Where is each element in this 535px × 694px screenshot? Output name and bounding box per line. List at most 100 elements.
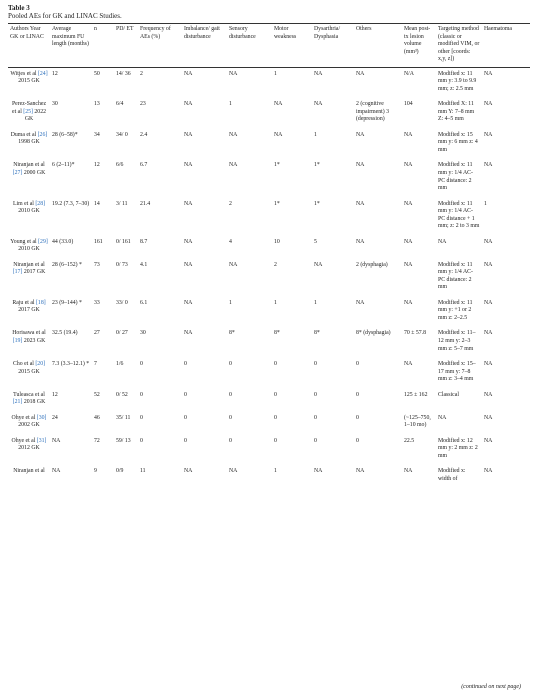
table-cell: 7.3 (3.3–12.1) *	[52, 361, 90, 368]
table-row: Horisawa et al [19] 2023 GK 32.5 (19.4) 2…	[8, 327, 530, 358]
table-cell: 0	[140, 361, 143, 368]
table-cell: 1	[274, 70, 277, 77]
table-row: Lim et al [28] 2010 GK 19.2 (7.3, 7–30) 1…	[8, 198, 530, 236]
table-cell: 2.4	[140, 131, 148, 138]
column-header: Targeting method (classic or modified VI…	[436, 23, 482, 68]
author-author: Raju et al	[12, 299, 35, 306]
table-cell: Modified x: 15 mm y: 6 mm z: 4 mm	[438, 131, 478, 153]
table-body: Witjes et al [24] 2015 GK 12 50 14/ 36 2 NA N…	[8, 67, 530, 488]
reference-link: [27]	[12, 169, 23, 176]
reference-link: [18]	[36, 299, 46, 306]
table-cell: 34/ 0	[116, 131, 128, 138]
table-cell: 0	[314, 414, 317, 421]
table-cell: 6/4	[116, 101, 124, 108]
column-header: PD/ ET	[114, 23, 138, 68]
table-cell: 1	[484, 200, 487, 207]
table-cell: NA	[184, 162, 193, 169]
table-cell: 0	[274, 361, 277, 368]
table-cell: 0	[184, 414, 187, 421]
table-cell: 59/ 13	[116, 437, 131, 444]
table-cell: Modified x: 12 mm y: 2 mm z: 2 mm	[438, 437, 478, 459]
continued-note: (continued on next page)	[461, 684, 521, 690]
table-cell: NA	[274, 131, 283, 138]
table-cell: 19.2 (7.3, 7–30)	[52, 200, 90, 207]
table-cell: 0	[184, 391, 187, 398]
table-cell: NA	[229, 162, 238, 169]
table-cell: 7	[94, 361, 97, 368]
table-cell: 33/ 0	[116, 299, 128, 306]
table-cell: NA	[404, 299, 413, 306]
table-cell: NA	[184, 131, 193, 138]
table-cell: 2 (cognitive impairment) 3 (depression)	[356, 101, 390, 123]
table-cell: Classical	[438, 391, 459, 398]
table-cell: 6 (2–11)*	[52, 162, 75, 169]
table-cell: NA	[484, 391, 493, 398]
table-cell: 28 (6–58)*	[52, 131, 78, 138]
table-cell: 12	[52, 391, 58, 398]
reference-link: [30]	[36, 414, 47, 421]
table-cell: NA	[184, 101, 193, 108]
column-header: Authors Year GK or LINAC	[8, 23, 50, 68]
table-cell: 1	[229, 101, 232, 108]
author-year: 2000	[23, 169, 36, 176]
table-cell: 104	[404, 101, 413, 108]
table-cell: 3/ 11	[116, 200, 128, 207]
table-cell: 0	[229, 437, 232, 444]
column-header: Others	[354, 23, 402, 68]
table-cell: 1*	[314, 162, 320, 169]
author-year: 2015	[18, 78, 30, 85]
author-cell: Duma et al [26] 1998 GK	[8, 129, 50, 160]
column-header: n	[92, 23, 114, 68]
reference-link: [17]	[12, 269, 23, 276]
author-method: GK	[36, 169, 46, 176]
table-cell: 50	[94, 70, 100, 77]
table-row: Witjes et al [24] 2015 GK 12 50 14/ 36 2 NA N…	[8, 67, 530, 98]
author-author: Cho et al	[12, 361, 34, 368]
table-cell: 33	[94, 299, 100, 306]
table-cell: 9	[94, 468, 97, 475]
table-cell: Modified X: 11 mm Y: 7–8 mm Z: 4–5 mm	[438, 101, 475, 123]
table-cell: 2	[274, 261, 277, 268]
table-cell: NA	[438, 238, 447, 245]
table-cell: 6.1	[140, 299, 148, 306]
table-cell: NA	[438, 414, 447, 421]
table-cell: 0	[229, 391, 232, 398]
table-cell: NA	[184, 238, 193, 245]
table-cell: 32.5 (19.4)	[52, 330, 78, 337]
author-year: 2010	[18, 208, 30, 215]
table-cell: 1	[314, 299, 317, 306]
table-row: Cho et al [20] 2015 GK 7.3 (3.3–12.1) * 7…	[8, 358, 530, 389]
table-cell: 0	[184, 361, 187, 368]
table-cell: 0	[229, 414, 232, 421]
author-author: Duma et al	[10, 131, 37, 138]
table-cell: 6/6	[116, 162, 124, 169]
table-cell: 0/ 73	[116, 261, 128, 268]
header-row: Authors Year GK or LINAC Average maximum …	[8, 23, 530, 68]
table-cell: 0	[356, 391, 359, 398]
table-cell: NA	[404, 238, 413, 245]
author-year: 2010	[18, 246, 30, 253]
table-cell: 30	[140, 330, 146, 337]
author-cell: Ohye et al [30] 2002 GK	[8, 412, 50, 435]
author-author: Niranjan et al	[13, 261, 45, 268]
table-cell: 0	[314, 437, 317, 444]
table-cell: NA	[356, 238, 365, 245]
reference-link: [25]	[23, 108, 33, 115]
table-cell: 1*	[274, 162, 280, 169]
author-cell: Witjes et al [24] 2015 GK	[8, 67, 50, 98]
column-header: Dysarthria/ Dysphasia	[312, 23, 354, 68]
author-author: Ohye et al	[11, 414, 36, 421]
table-cell: NA	[314, 468, 323, 475]
table-cell: 0	[314, 391, 317, 398]
table-cell: 6.7	[140, 162, 148, 169]
author-method: GK	[31, 368, 40, 375]
author-year: 2023	[23, 338, 36, 344]
table-cell: NA	[404, 361, 413, 368]
author-year: 2017	[18, 307, 30, 314]
table-cell: 28 (6–152) *	[52, 261, 82, 268]
table-cell: 30	[52, 101, 58, 108]
table-cell: NA	[184, 299, 193, 306]
table-cell: 0	[356, 414, 359, 421]
table-cell: NA	[274, 101, 283, 108]
table-cell: Modified x: 11 mm y: 1/4 AC-PC distance:…	[438, 162, 473, 192]
